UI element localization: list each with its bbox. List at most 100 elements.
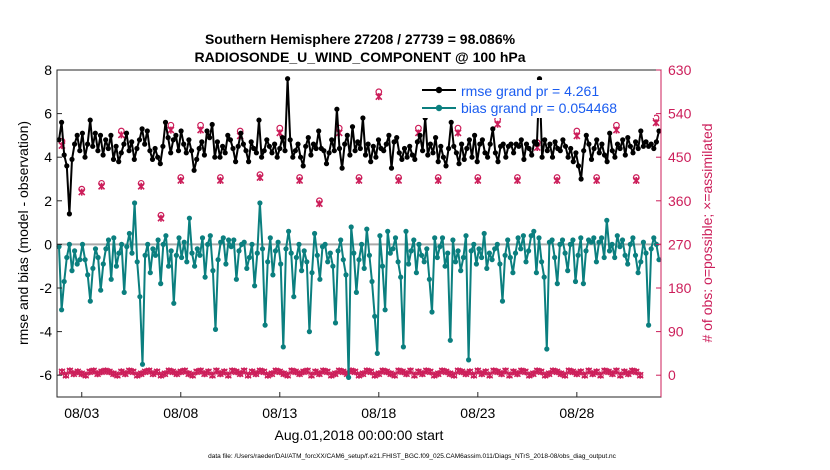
bias-point — [583, 248, 589, 254]
bias-point — [643, 250, 649, 256]
obs-assimilated-marker — [327, 371, 335, 379]
rmse-point — [108, 132, 114, 138]
bias-point — [265, 259, 271, 265]
bias-point — [390, 246, 396, 252]
rmse-point — [477, 141, 483, 147]
y-right-tick-label: 630 — [668, 62, 692, 78]
rmse-point — [362, 152, 369, 158]
obs-assimilated-marker — [105, 368, 113, 376]
bias-point — [593, 259, 600, 265]
rmse-point — [222, 150, 228, 156]
bias-point — [406, 261, 412, 267]
rmse-point — [648, 141, 654, 147]
bias-point — [372, 313, 378, 319]
bias-point — [197, 252, 203, 258]
obs-assimilated-marker — [133, 371, 141, 379]
rmse-point — [246, 159, 252, 165]
bias-point — [648, 246, 654, 252]
bias-point — [627, 241, 633, 247]
bias-point — [72, 248, 78, 254]
obs-assimilated-marker — [494, 120, 502, 128]
bias-point — [61, 278, 67, 285]
rmse-point — [570, 159, 576, 165]
rmse-point — [396, 150, 402, 156]
bias-point — [56, 244, 62, 250]
bias-point — [275, 239, 281, 245]
x-tick-label: 08/28 — [559, 405, 594, 421]
bias-point — [69, 268, 75, 274]
obs-assimilated-marker — [553, 368, 561, 376]
rmse-point — [568, 145, 574, 152]
rmse-point — [562, 143, 569, 149]
bias-point — [137, 294, 143, 300]
obs-assimilated-marker — [632, 176, 640, 185]
rmse-point — [77, 148, 83, 154]
rmse-point — [490, 126, 496, 132]
rmse-point — [604, 159, 610, 165]
bias-point — [108, 276, 114, 282]
rmse-point — [399, 156, 405, 162]
obs-assimilated-marker — [137, 182, 145, 190]
rmse-point — [279, 135, 285, 141]
rmse-point — [144, 128, 150, 134]
bias-point — [147, 270, 153, 276]
rmse-point — [404, 154, 410, 160]
rmse-point — [82, 154, 88, 160]
bias-point — [606, 248, 613, 254]
bias-point — [304, 259, 310, 265]
rmse-point — [653, 139, 660, 145]
rmse-point — [453, 150, 459, 156]
rmse-point — [620, 137, 626, 143]
rmse-point — [368, 159, 374, 165]
rmse-point — [394, 135, 400, 141]
bias-point — [330, 263, 336, 269]
rmse-point — [355, 139, 361, 145]
bias-point — [171, 300, 177, 306]
bias-point — [124, 244, 130, 250]
rmse-point — [201, 152, 207, 158]
rmse-point — [643, 139, 649, 145]
bias-point — [210, 268, 216, 274]
bias-point — [416, 241, 422, 247]
rmse-point — [464, 145, 470, 152]
bias-point — [163, 233, 169, 239]
rmse-point — [594, 137, 600, 143]
x-tick-label: 08/08 — [163, 405, 198, 421]
rmse-point — [430, 150, 436, 156]
bias-point — [280, 344, 286, 350]
rmse-point — [508, 141, 514, 147]
rmse-point — [638, 128, 644, 134]
bias-point — [622, 252, 628, 258]
rmse-point — [74, 132, 80, 138]
rmse-point — [59, 119, 65, 125]
rmse-point — [526, 145, 532, 152]
bias-point — [596, 239, 602, 245]
rmse-point — [204, 128, 210, 134]
obs-assimilated-marker — [216, 370, 224, 378]
rmse-point — [591, 145, 597, 152]
rmse-point — [266, 143, 272, 149]
rmse-point — [261, 148, 267, 154]
rmse-point — [248, 139, 254, 145]
bias-point — [252, 283, 258, 289]
obs-assimilated-marker — [331, 370, 339, 378]
rmse-point — [56, 137, 62, 143]
bias-point — [267, 235, 273, 241]
rmse-point — [188, 148, 195, 154]
bias-point — [215, 257, 221, 263]
obs-assimilated-marker — [117, 368, 125, 376]
obs-assimilated-marker — [66, 367, 74, 375]
rmse-point — [461, 156, 467, 162]
bias-point — [450, 237, 456, 243]
bias-point — [497, 261, 503, 267]
bias-point — [533, 270, 540, 276]
bias-point — [249, 241, 255, 247]
bias-point — [398, 274, 404, 280]
legend: rmse grand pr = 4.261 bias grand pr = 0.… — [418, 80, 654, 118]
obs-assimilated-marker — [529, 370, 537, 378]
bias-point — [343, 272, 349, 278]
rmse-point — [168, 150, 174, 156]
rmse-point — [336, 145, 343, 152]
bias-point — [160, 241, 166, 247]
rmse-point — [214, 139, 220, 145]
